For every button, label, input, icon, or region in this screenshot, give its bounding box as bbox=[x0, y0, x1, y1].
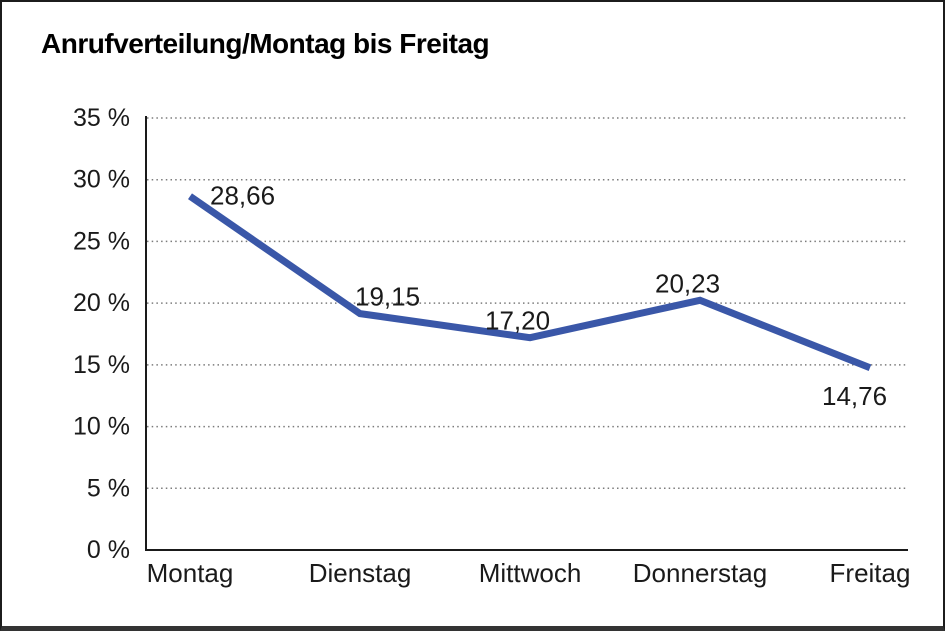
x-axis-label: Dienstag bbox=[309, 558, 412, 588]
data-point-label: 14,76 bbox=[822, 381, 887, 411]
data-point-label: 19,15 bbox=[355, 282, 420, 312]
y-tick-label: 35 % bbox=[73, 104, 130, 132]
y-tick-label: 30 % bbox=[73, 166, 130, 194]
y-tick-label: 10 % bbox=[73, 413, 130, 441]
x-axis-label: Mittwoch bbox=[479, 558, 582, 588]
x-axis-label: Montag bbox=[147, 558, 234, 588]
y-tick-label: 20 % bbox=[73, 289, 130, 317]
chart-title: Anrufverteilung/Montag bis Freitag bbox=[41, 28, 490, 59]
x-axis-label: Freitag bbox=[830, 558, 911, 588]
y-tick-label: 25 % bbox=[73, 227, 130, 255]
data-point-label: 28,66 bbox=[210, 180, 275, 210]
y-tick-label: 5 % bbox=[87, 474, 130, 502]
data-series-line bbox=[188, 193, 872, 372]
y-tick-label: 15 % bbox=[73, 351, 130, 379]
x-axis-label: Donnerstag bbox=[633, 558, 767, 588]
data-point-label: 20,23 bbox=[655, 268, 720, 298]
y-tick-label: 0 % bbox=[87, 536, 130, 564]
data-point-label: 17,20 bbox=[485, 306, 550, 336]
